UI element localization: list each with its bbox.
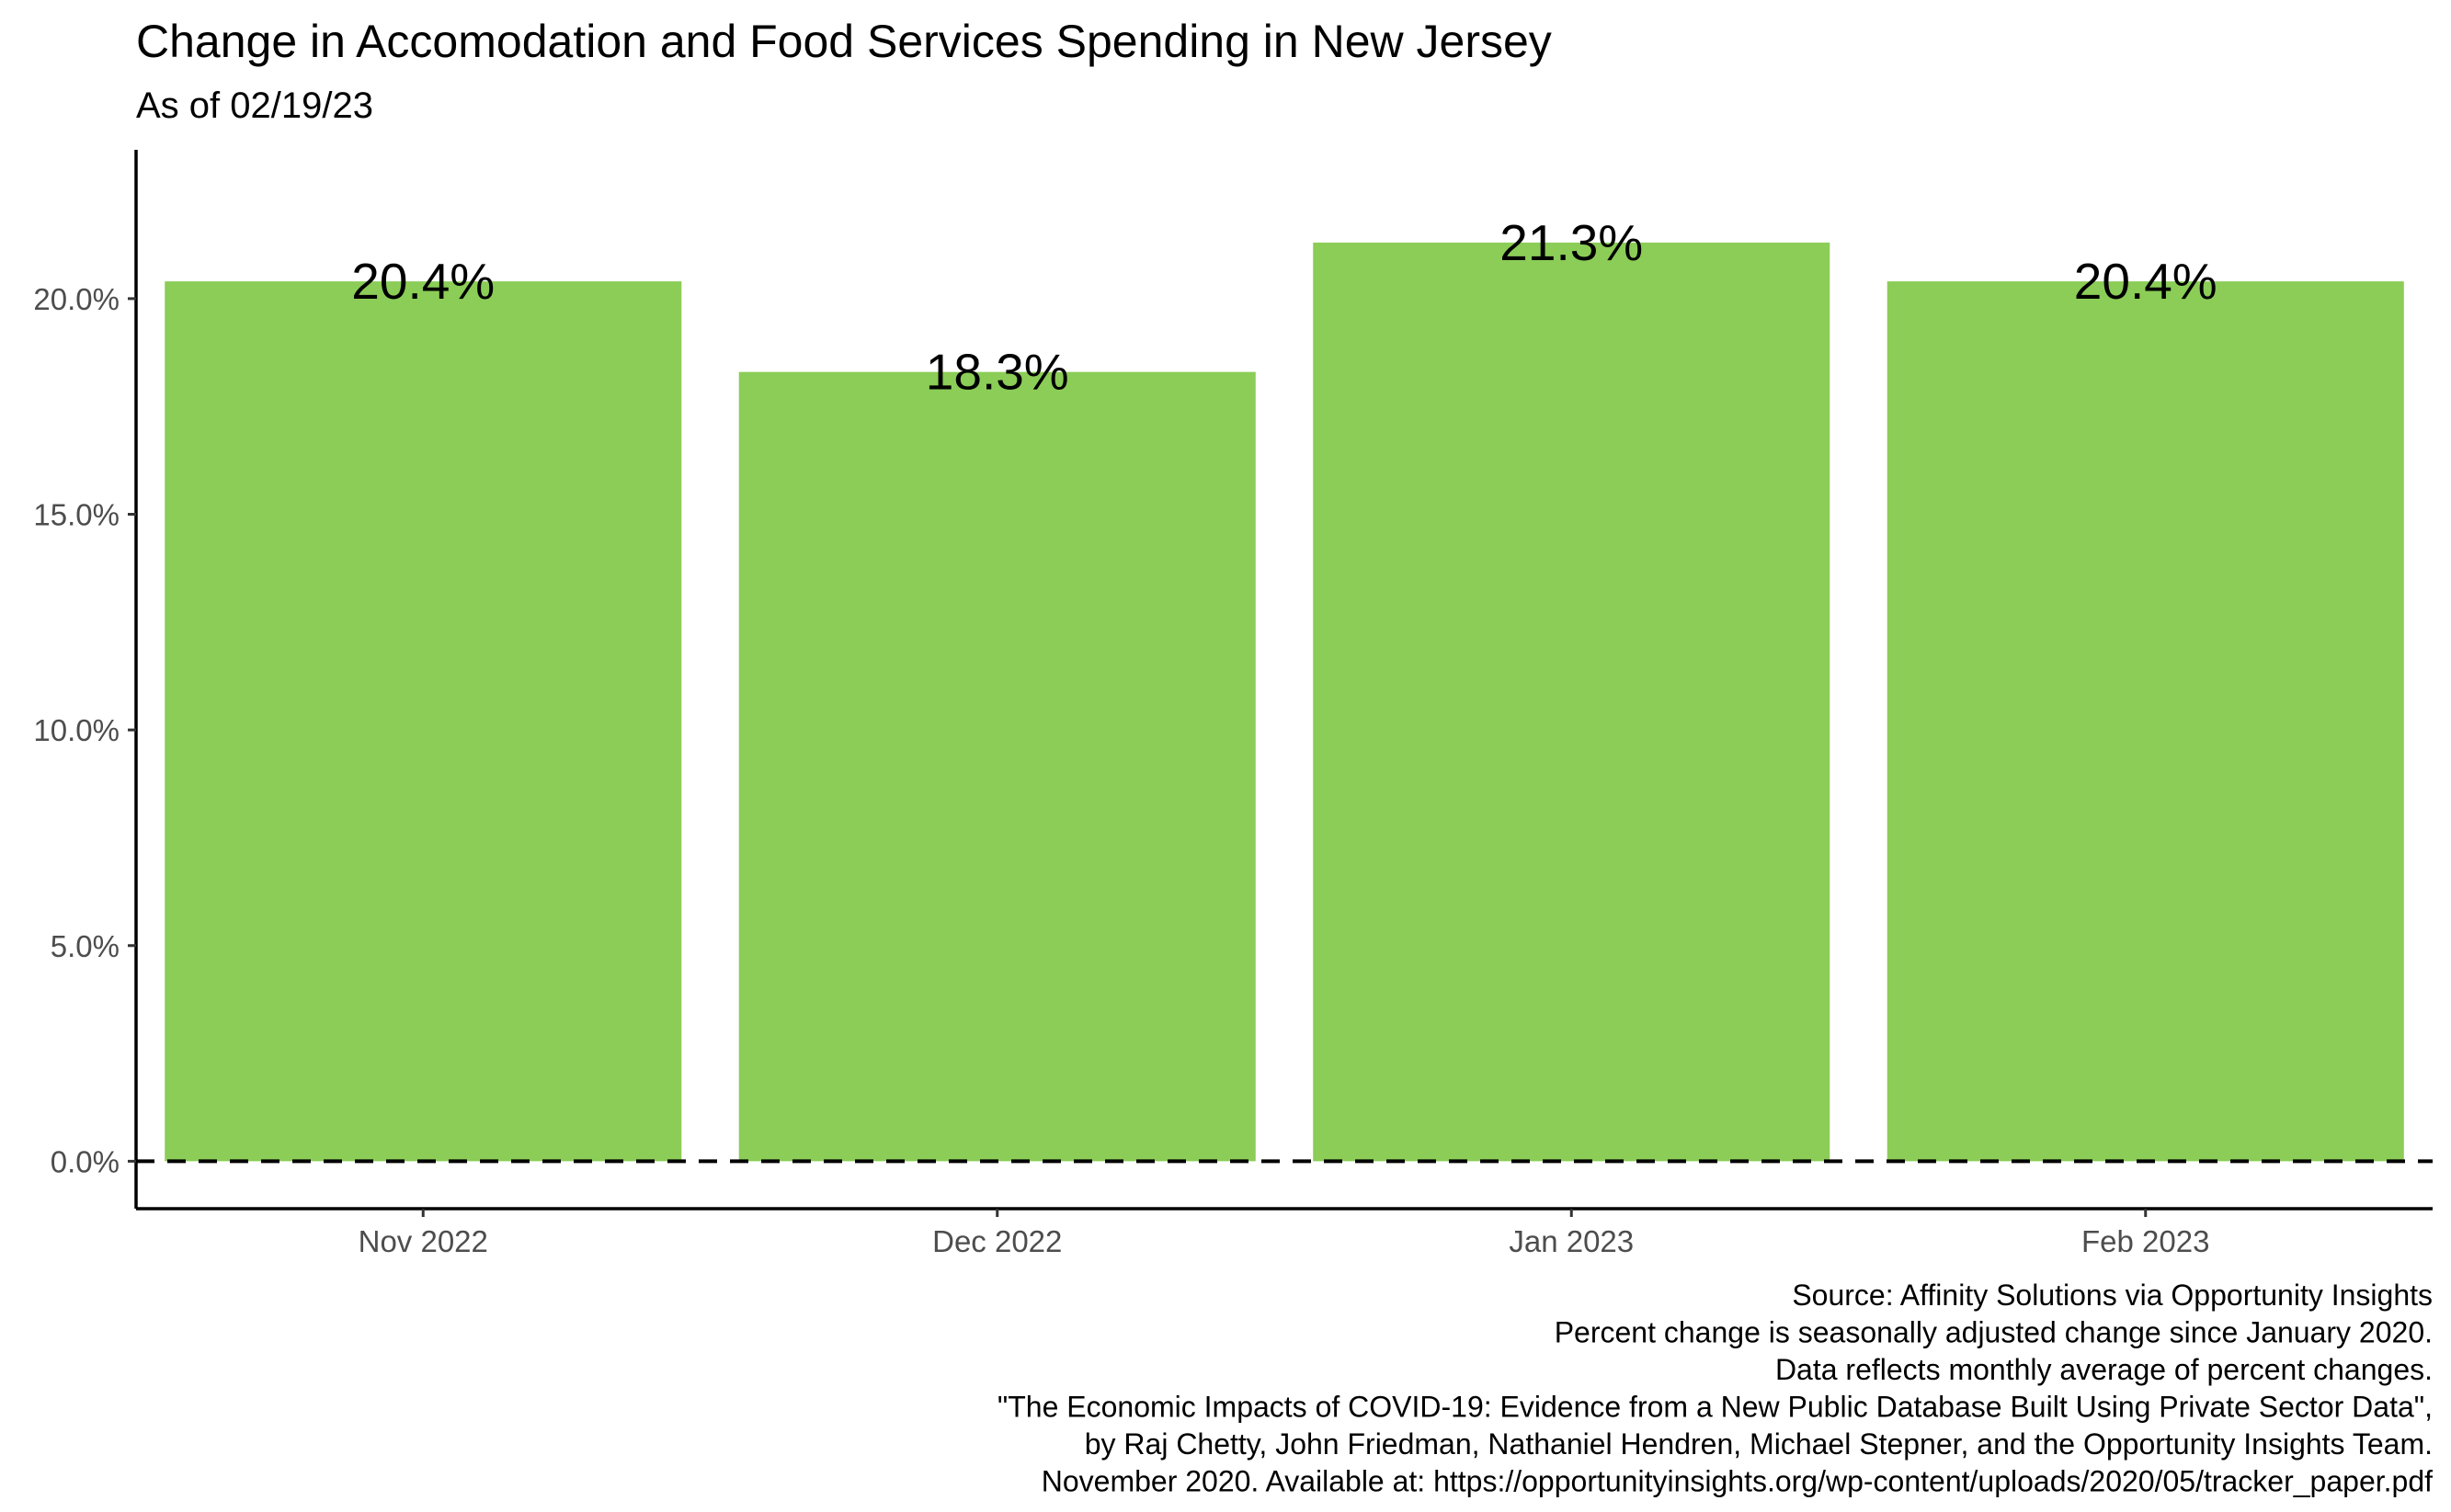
caption-line: Data reflects monthly average of percent… [1775, 1353, 2433, 1386]
x-tick-label: Dec 2022 [932, 1224, 1062, 1258]
data-labels-layer: 20.4% 18.3% 21.3% 20.4% [351, 214, 2217, 401]
chart-title: Change in Accomodation and Food Services… [136, 16, 1552, 67]
caption-line: by Raj Chetty, John Friedman, Nathaniel … [1085, 1427, 2433, 1461]
caption-line: Percent change is seasonally adjusted ch… [1555, 1316, 2433, 1349]
x-tick-label: Jan 2023 [1509, 1224, 1634, 1258]
x-tick-label: Nov 2022 [359, 1224, 488, 1258]
caption-line: "The Economic Impacts of COVID-19: Evide… [998, 1391, 2433, 1424]
data-label: 20.4% [2074, 253, 2217, 310]
y-tick-label: 15.0% [33, 498, 120, 532]
caption-line: Source: Affinity Solutions via Opportuni… [1792, 1279, 2433, 1312]
source-caption: Source: Affinity Solutions via Opportuni… [998, 1279, 2433, 1498]
caption-line: November 2020. Available at: https://opp… [1042, 1465, 2433, 1498]
bar-jan-2023 [1313, 242, 1830, 1162]
chart-subtitle: As of 02/19/23 [136, 85, 373, 126]
data-label: 21.3% [1499, 214, 1643, 271]
bar-nov-2022 [165, 281, 682, 1162]
bar-dec-2022 [738, 371, 1256, 1162]
y-axis-ticks: 0.0% 5.0% 10.0% 15.0% 20.0% [33, 282, 136, 1178]
bar-feb-2023 [1887, 281, 2404, 1162]
bars-layer [165, 242, 2404, 1162]
data-label: 20.4% [351, 253, 495, 310]
y-tick-label: 20.0% [33, 282, 120, 316]
y-tick-label: 10.0% [33, 713, 120, 747]
y-tick-label: 5.0% [51, 929, 120, 963]
data-label: 18.3% [926, 344, 1069, 401]
y-tick-label: 0.0% [51, 1144, 120, 1178]
x-tick-label: Feb 2023 [2081, 1224, 2209, 1258]
x-axis-ticks: Nov 2022 Dec 2022 Jan 2023 Feb 2023 [359, 1209, 2209, 1258]
